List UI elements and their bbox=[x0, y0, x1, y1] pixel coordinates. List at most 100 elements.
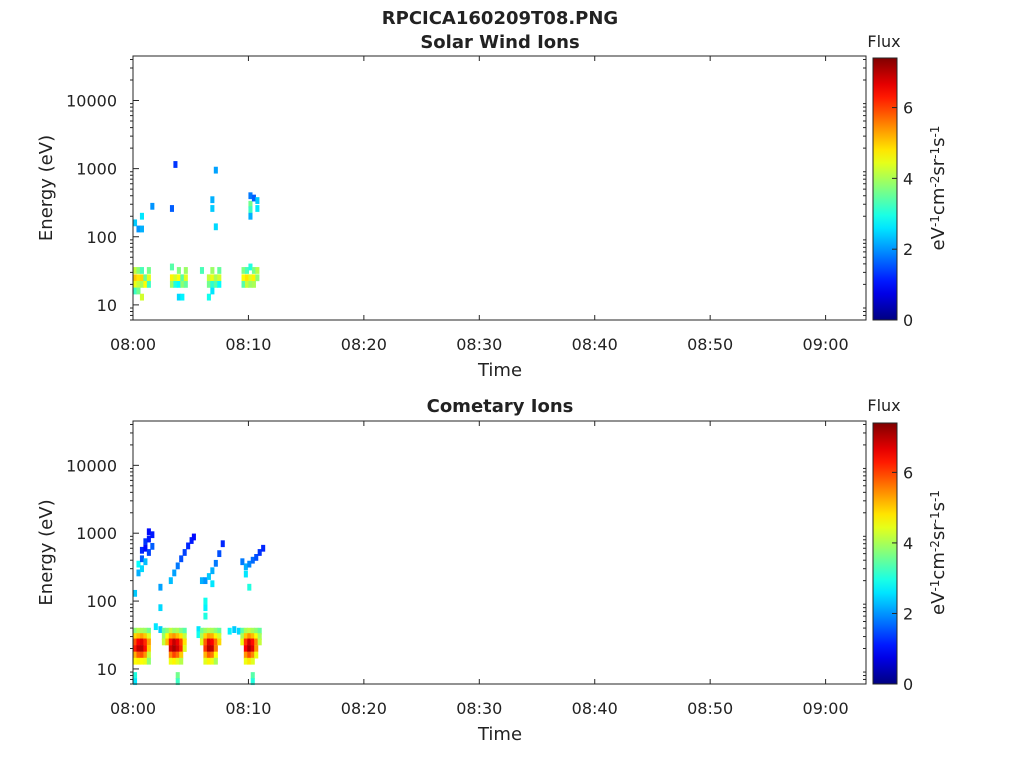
heatmap-cell bbox=[139, 645, 144, 652]
y-axis-label-group: Energy (eV) bbox=[36, 135, 57, 241]
heatmap-cell bbox=[203, 597, 208, 605]
heatmap-cell bbox=[133, 627, 138, 635]
heatmap-cell bbox=[139, 657, 144, 665]
heatmap-cell bbox=[248, 263, 253, 271]
heatmap-cell bbox=[247, 633, 252, 640]
heatmap-cell bbox=[210, 580, 215, 588]
heatmap-cell bbox=[261, 544, 266, 552]
heatmap-cell bbox=[143, 633, 148, 640]
colorbar-label: Flux bbox=[867, 396, 900, 415]
heatmap-cell bbox=[217, 638, 222, 646]
unit-base: sr bbox=[928, 158, 949, 175]
heatmap-cell bbox=[248, 206, 253, 214]
heatmap-cell bbox=[139, 633, 144, 640]
heatmap-cell bbox=[217, 627, 222, 635]
y-tick-label: 100 bbox=[86, 592, 117, 611]
x-tick-label: 08:50 bbox=[687, 335, 733, 354]
colorbar bbox=[872, 422, 898, 685]
heatmap-cell bbox=[168, 627, 173, 635]
heatmap-cell bbox=[206, 638, 211, 646]
heatmap-cell bbox=[210, 651, 215, 659]
figure-title: RPCICA160209T08.PNG bbox=[382, 8, 618, 29]
colorbar-tick-label: 0 bbox=[903, 311, 913, 330]
heatmap-cell bbox=[146, 280, 151, 288]
heatmap-cell bbox=[179, 645, 184, 652]
colorbar-tick-label: 2 bbox=[903, 604, 913, 623]
heatmap-cell bbox=[143, 544, 148, 552]
heatmap-cell bbox=[146, 638, 151, 646]
heatmap-cell bbox=[136, 280, 141, 288]
heatmap-cell bbox=[146, 274, 151, 282]
heatmap-cell bbox=[136, 274, 141, 282]
heatmap-cell bbox=[146, 645, 151, 652]
heatmap-cell bbox=[179, 657, 184, 665]
heatmap-cell bbox=[244, 267, 250, 274]
heatmap-cell bbox=[175, 638, 180, 646]
heatmap-cell bbox=[250, 638, 255, 646]
x-tick-label: 08:20 bbox=[341, 699, 387, 718]
heatmap-cell bbox=[213, 657, 218, 665]
y-tick-label: 10000 bbox=[66, 92, 117, 111]
heatmap-cell bbox=[168, 633, 173, 640]
heatmap-cell bbox=[203, 577, 208, 585]
heatmap-cell bbox=[169, 280, 174, 288]
heatmap-cell bbox=[240, 558, 245, 566]
panel-title: Solar Wind Ions bbox=[420, 32, 579, 53]
heatmap-cell bbox=[133, 651, 138, 659]
heatmap-cell bbox=[206, 657, 211, 665]
x-tick-label: 08:00 bbox=[110, 335, 156, 354]
heatmap-cell bbox=[173, 161, 178, 168]
heatmap-cell bbox=[206, 645, 211, 652]
heatmap-cell bbox=[250, 651, 255, 659]
heatmap-cell bbox=[203, 612, 208, 620]
heatmap-cell bbox=[169, 205, 174, 212]
heatmap-cell bbox=[136, 569, 141, 577]
heatmap-cell bbox=[172, 638, 177, 646]
heatmap-cell bbox=[133, 219, 138, 227]
colorbar-tick-label: 6 bbox=[903, 99, 913, 118]
heatmap-cell bbox=[206, 573, 211, 580]
heatmap-cell bbox=[175, 651, 180, 659]
heatmap-cell bbox=[139, 274, 144, 282]
heatmap-cell bbox=[182, 633, 187, 640]
x-axis-label: Time bbox=[477, 360, 522, 381]
heatmap-cell bbox=[133, 657, 138, 665]
heatmap-cell bbox=[206, 651, 211, 659]
plot-frame bbox=[132, 420, 867, 685]
heatmap-cell bbox=[203, 657, 208, 665]
heatmap-cell bbox=[203, 633, 208, 640]
heatmap-cell bbox=[250, 645, 255, 652]
unit-exponent: -1 bbox=[928, 126, 942, 138]
colorbar-tick-label: 6 bbox=[903, 463, 913, 482]
heatmap-cell bbox=[146, 535, 151, 543]
heatmap-cell bbox=[172, 627, 177, 635]
heatmap-cell bbox=[247, 638, 252, 646]
colorbar-unit-label: eV-1cm-2sr-1s-1 bbox=[928, 126, 949, 251]
heatmap-cell bbox=[254, 554, 259, 561]
heatmap-cell bbox=[213, 645, 218, 652]
heatmap-cell bbox=[203, 604, 208, 612]
heatmap-cell bbox=[161, 627, 166, 635]
heatmap-cell bbox=[136, 267, 141, 274]
heatmap-cell bbox=[133, 645, 138, 652]
heatmap-cell bbox=[210, 633, 215, 640]
x-tick-label: 08:30 bbox=[456, 699, 502, 718]
heatmap-cell bbox=[143, 657, 148, 665]
heatmap-cell bbox=[143, 638, 148, 646]
heatmap-cell bbox=[175, 678, 180, 686]
heatmap-cell bbox=[210, 287, 215, 295]
heatmap-cell bbox=[143, 645, 148, 652]
heatmap-cell bbox=[172, 657, 177, 665]
x-tick-label: 08:20 bbox=[341, 335, 387, 354]
heatmap-cell bbox=[248, 212, 253, 220]
heatmap-cell bbox=[158, 626, 163, 633]
heatmap-cell bbox=[146, 633, 151, 640]
heatmap-cell bbox=[133, 274, 138, 282]
heatmap-cell bbox=[165, 633, 170, 640]
heatmap-cell bbox=[139, 293, 144, 301]
heatmap-cell bbox=[133, 678, 138, 686]
heatmap-cell bbox=[182, 549, 187, 556]
y-tick-label: 1000 bbox=[76, 524, 117, 543]
heatmap-cell bbox=[176, 280, 181, 288]
